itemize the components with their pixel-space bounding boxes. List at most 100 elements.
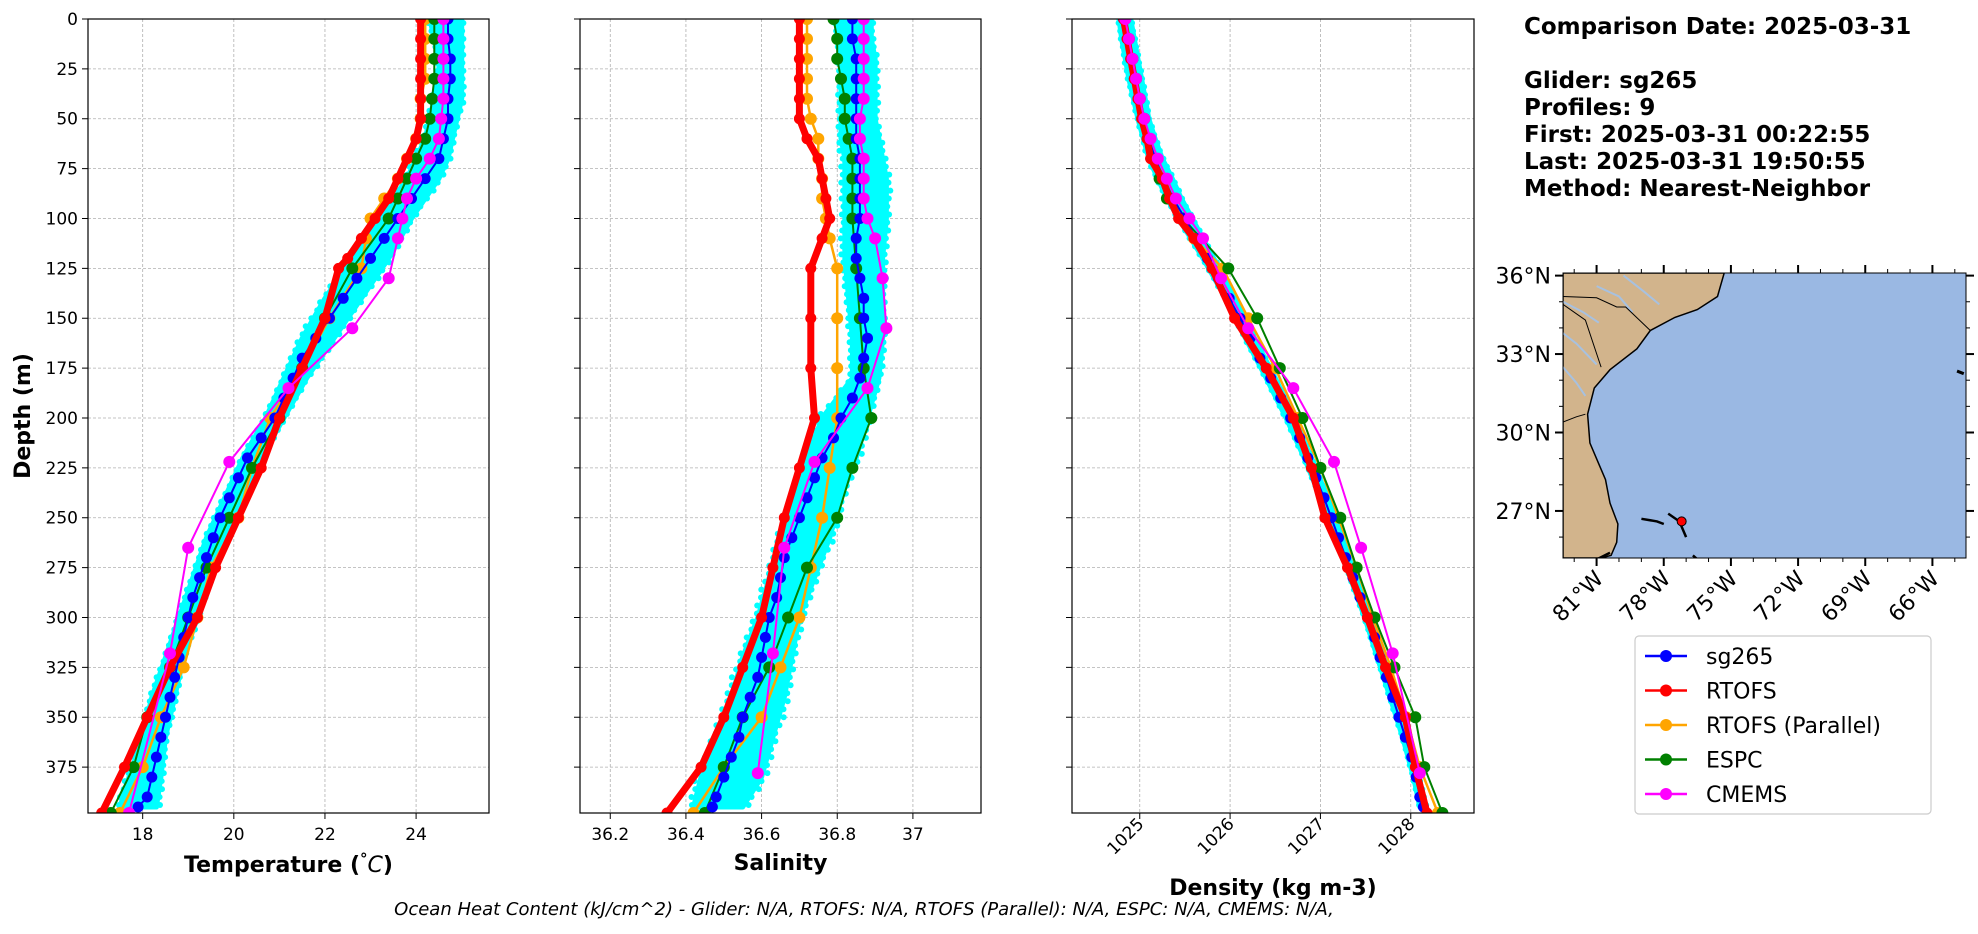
series-point bbox=[687, 807, 700, 813]
y-tick-label: 0 bbox=[67, 10, 78, 30]
series-point bbox=[342, 252, 354, 264]
legend-label: sg265 bbox=[1706, 645, 1773, 670]
glider-raw-point bbox=[875, 99, 882, 106]
glider-raw-point bbox=[460, 91, 466, 98]
series-point bbox=[766, 647, 779, 660]
glider-raw-point bbox=[225, 506, 232, 513]
series-point bbox=[861, 382, 874, 395]
plot-area bbox=[1115, 19, 1449, 813]
glider-raw-point bbox=[825, 403, 832, 409]
glider-raw-point bbox=[861, 267, 868, 274]
glider-raw-point bbox=[751, 706, 757, 713]
glider-raw-point bbox=[160, 770, 167, 777]
glider-position-marker bbox=[1676, 516, 1687, 527]
series-point bbox=[232, 472, 244, 484]
glider-raw-point bbox=[843, 299, 850, 306]
series-point bbox=[214, 512, 226, 524]
glider-raw-point bbox=[173, 690, 180, 697]
series-point bbox=[415, 19, 427, 25]
y-tick-label: 75 bbox=[56, 160, 78, 180]
last-time: Last: 2025-03-31 19:50:55 bbox=[1524, 149, 1866, 175]
glider-raw-point bbox=[459, 28, 466, 34]
series-point bbox=[1119, 19, 1132, 25]
series-point bbox=[437, 92, 450, 105]
series-point bbox=[838, 112, 851, 125]
glider-raw-point bbox=[162, 754, 169, 761]
glider-raw-point bbox=[882, 235, 889, 242]
series-point bbox=[1314, 461, 1327, 474]
legend-label: ESPC bbox=[1706, 749, 1763, 774]
series-point bbox=[857, 172, 870, 185]
series-point bbox=[744, 691, 756, 703]
glider-raw-point bbox=[743, 634, 750, 641]
glider-raw-point bbox=[460, 67, 467, 74]
glider-raw-point bbox=[731, 762, 738, 769]
series-point bbox=[319, 312, 331, 324]
series-point bbox=[396, 212, 409, 225]
series-point bbox=[435, 112, 448, 125]
glider-raw-point bbox=[838, 195, 845, 202]
glider-raw-point bbox=[803, 530, 810, 537]
glider-raw-point bbox=[786, 674, 793, 681]
series-point bbox=[1151, 152, 1164, 165]
glider-raw-point bbox=[317, 299, 324, 306]
glider-raw-point bbox=[837, 235, 844, 242]
series-point bbox=[857, 92, 870, 105]
glider-raw-point bbox=[160, 658, 167, 665]
legend-box bbox=[1634, 635, 1932, 815]
x-tick-label: 18 bbox=[132, 825, 154, 845]
series-point bbox=[853, 132, 866, 145]
series-point bbox=[763, 661, 776, 674]
series-point bbox=[346, 262, 359, 275]
series-point bbox=[207, 532, 219, 544]
glider-raw-point bbox=[208, 522, 215, 529]
glider-raw-point bbox=[1133, 43, 1140, 50]
state-border bbox=[1563, 303, 1602, 368]
legend-marker bbox=[1660, 684, 1672, 697]
series-point bbox=[869, 232, 882, 245]
glider-raw-point bbox=[287, 355, 294, 362]
series-cmems bbox=[1119, 19, 1426, 780]
lon-label: 75°W bbox=[1683, 566, 1744, 627]
series-point bbox=[1386, 647, 1399, 660]
series-point bbox=[793, 611, 806, 624]
series-point bbox=[1160, 172, 1173, 185]
glider-raw-point bbox=[266, 403, 273, 409]
glider-raw-point bbox=[748, 794, 755, 800]
series-point bbox=[1251, 312, 1264, 325]
glider-raw-point bbox=[860, 251, 867, 258]
glider-raw-point bbox=[813, 498, 820, 505]
series-point bbox=[816, 511, 829, 524]
series-point bbox=[132, 801, 144, 813]
glider-raw-point bbox=[882, 259, 889, 266]
series-point bbox=[812, 153, 824, 165]
glider-raw-point bbox=[688, 802, 695, 808]
series-point bbox=[880, 322, 893, 335]
glider-raw-point bbox=[1182, 203, 1189, 210]
glider-raw-point bbox=[116, 802, 122, 808]
series-point bbox=[1229, 312, 1241, 324]
glider-raw-point bbox=[835, 107, 842, 114]
series-point bbox=[831, 262, 844, 275]
series-point bbox=[383, 193, 395, 204]
series-point bbox=[862, 332, 873, 344]
series-point bbox=[119, 761, 130, 773]
series-point bbox=[778, 512, 790, 524]
series-point bbox=[831, 511, 844, 524]
series-line bbox=[137, 19, 452, 808]
glider-raw-point bbox=[170, 706, 176, 713]
series-point bbox=[182, 612, 194, 623]
series-point bbox=[835, 72, 847, 85]
land bbox=[1563, 273, 1725, 558]
glider-raw-point bbox=[885, 179, 892, 186]
series-point bbox=[737, 661, 749, 673]
glider-raw-point bbox=[157, 666, 164, 673]
glider-raw-point bbox=[886, 171, 893, 178]
series-point bbox=[223, 511, 236, 524]
glider-raw-point bbox=[1119, 43, 1126, 50]
glider-raw-point bbox=[808, 514, 815, 521]
x-tick-label: 37 bbox=[902, 825, 924, 845]
glider-raw-point bbox=[1138, 67, 1145, 74]
glider-raw-point bbox=[1268, 387, 1275, 394]
series-point bbox=[232, 512, 244, 524]
